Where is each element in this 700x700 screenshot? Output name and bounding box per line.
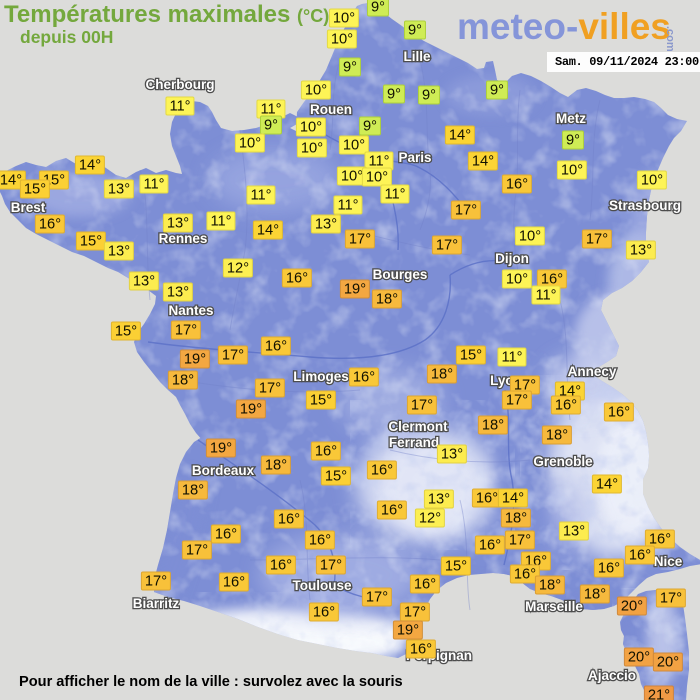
svg-text:Toulouse: Toulouse (293, 578, 352, 593)
svg-text:Clermont: Clermont (388, 419, 448, 434)
svg-text:Brest: Brest (11, 200, 46, 215)
svg-text:Ajaccio: Ajaccio (588, 668, 636, 683)
svg-text:Marseille: Marseille (525, 599, 583, 614)
svg-text:Annecy: Annecy (568, 364, 617, 379)
svg-text:Lille: Lille (403, 49, 430, 64)
svg-text:Biarritz: Biarritz (133, 596, 180, 611)
svg-text:Dijon: Dijon (495, 251, 529, 266)
svg-text:Metz: Metz (556, 111, 586, 126)
svg-text:Nantes: Nantes (168, 303, 213, 318)
svg-text:Grenoble: Grenoble (533, 454, 593, 469)
svg-text:Bordeaux: Bordeaux (192, 463, 255, 478)
svg-text:Rennes: Rennes (159, 231, 208, 246)
svg-text:Cherbourg: Cherbourg (146, 77, 215, 92)
svg-text:Bourges: Bourges (373, 267, 428, 282)
svg-text:Strasbourg: Strasbourg (609, 198, 681, 213)
svg-text:Rouen: Rouen (310, 102, 352, 117)
svg-text:Nice: Nice (654, 554, 683, 569)
svg-text:Paris: Paris (398, 150, 431, 165)
svg-text:Limoges: Limoges (293, 369, 349, 384)
svg-text:Ferrand: Ferrand (389, 435, 439, 450)
